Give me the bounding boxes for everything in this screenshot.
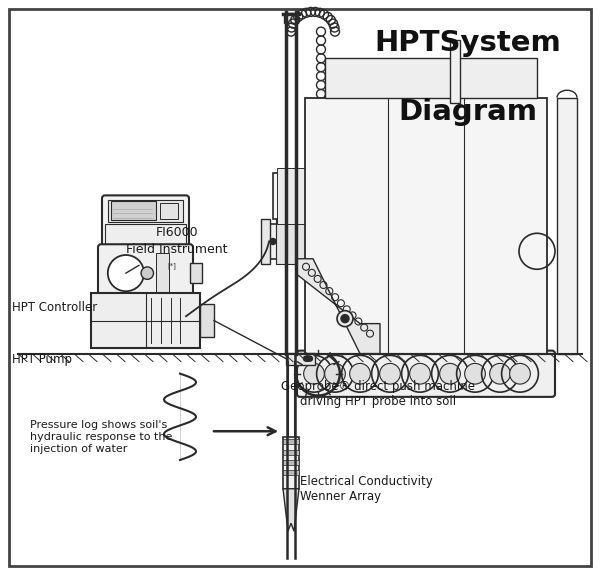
FancyBboxPatch shape [102, 196, 189, 253]
Bar [273, 172, 309, 218]
Text: Diagram: Diagram [398, 98, 538, 126]
Circle shape [325, 363, 346, 384]
Polygon shape [296, 259, 380, 354]
Bar [269, 224, 313, 259]
Bar [450, 40, 460, 103]
Text: Pressure log shows soil's
hydraulic response to the
injection of water: Pressure log shows soil's hydraulic resp… [30, 420, 172, 454]
Bar [283, 439, 299, 444]
Text: [*]: [*] [168, 262, 176, 269]
Text: HPTSystem: HPTSystem [374, 29, 562, 57]
Text: HPT Controller: HPT Controller [12, 301, 97, 314]
Bar [111, 201, 155, 220]
FancyBboxPatch shape [98, 244, 193, 302]
Bar [283, 460, 299, 465]
Circle shape [350, 363, 370, 384]
Circle shape [490, 363, 511, 384]
Bar [283, 437, 299, 489]
Text: Electrical Conductivity
Wenner Array: Electrical Conductivity Wenner Array [300, 475, 433, 503]
Bar [91, 293, 200, 348]
Circle shape [304, 356, 308, 361]
Bar [313, 210, 329, 227]
Circle shape [305, 356, 310, 361]
FancyBboxPatch shape [297, 351, 555, 397]
Circle shape [410, 363, 430, 384]
Bar [305, 98, 547, 354]
Bar [283, 470, 299, 475]
Circle shape [270, 239, 276, 244]
Bar [105, 224, 186, 250]
Circle shape [108, 255, 144, 291]
Bar [557, 98, 577, 354]
Text: HPT Pump: HPT Pump [12, 353, 72, 366]
Circle shape [341, 315, 349, 323]
Bar [286, 352, 315, 365]
Circle shape [304, 363, 325, 384]
Circle shape [337, 310, 353, 327]
Circle shape [440, 363, 460, 384]
Bar [200, 304, 214, 337]
Bar [261, 219, 270, 264]
Polygon shape [283, 489, 299, 531]
Bar [277, 167, 305, 224]
Text: FI6000: FI6000 [155, 225, 199, 239]
Text: Field Instrument: Field Instrument [126, 243, 228, 256]
Bar [283, 450, 299, 454]
Bar [313, 219, 322, 264]
Circle shape [464, 363, 485, 384]
Bar [160, 202, 178, 219]
Circle shape [380, 363, 400, 384]
Bar [276, 219, 306, 264]
Bar [190, 263, 202, 283]
Circle shape [509, 363, 530, 384]
Circle shape [308, 356, 313, 361]
Circle shape [141, 267, 154, 279]
Text: Geoprobe® direct push machine
driving HPT probe into soil: Geoprobe® direct push machine driving HP… [281, 380, 475, 408]
Circle shape [306, 239, 312, 244]
Bar [325, 58, 537, 98]
Bar [156, 253, 169, 293]
Bar [108, 200, 183, 222]
Bar [284, 13, 298, 23]
Circle shape [306, 356, 311, 361]
